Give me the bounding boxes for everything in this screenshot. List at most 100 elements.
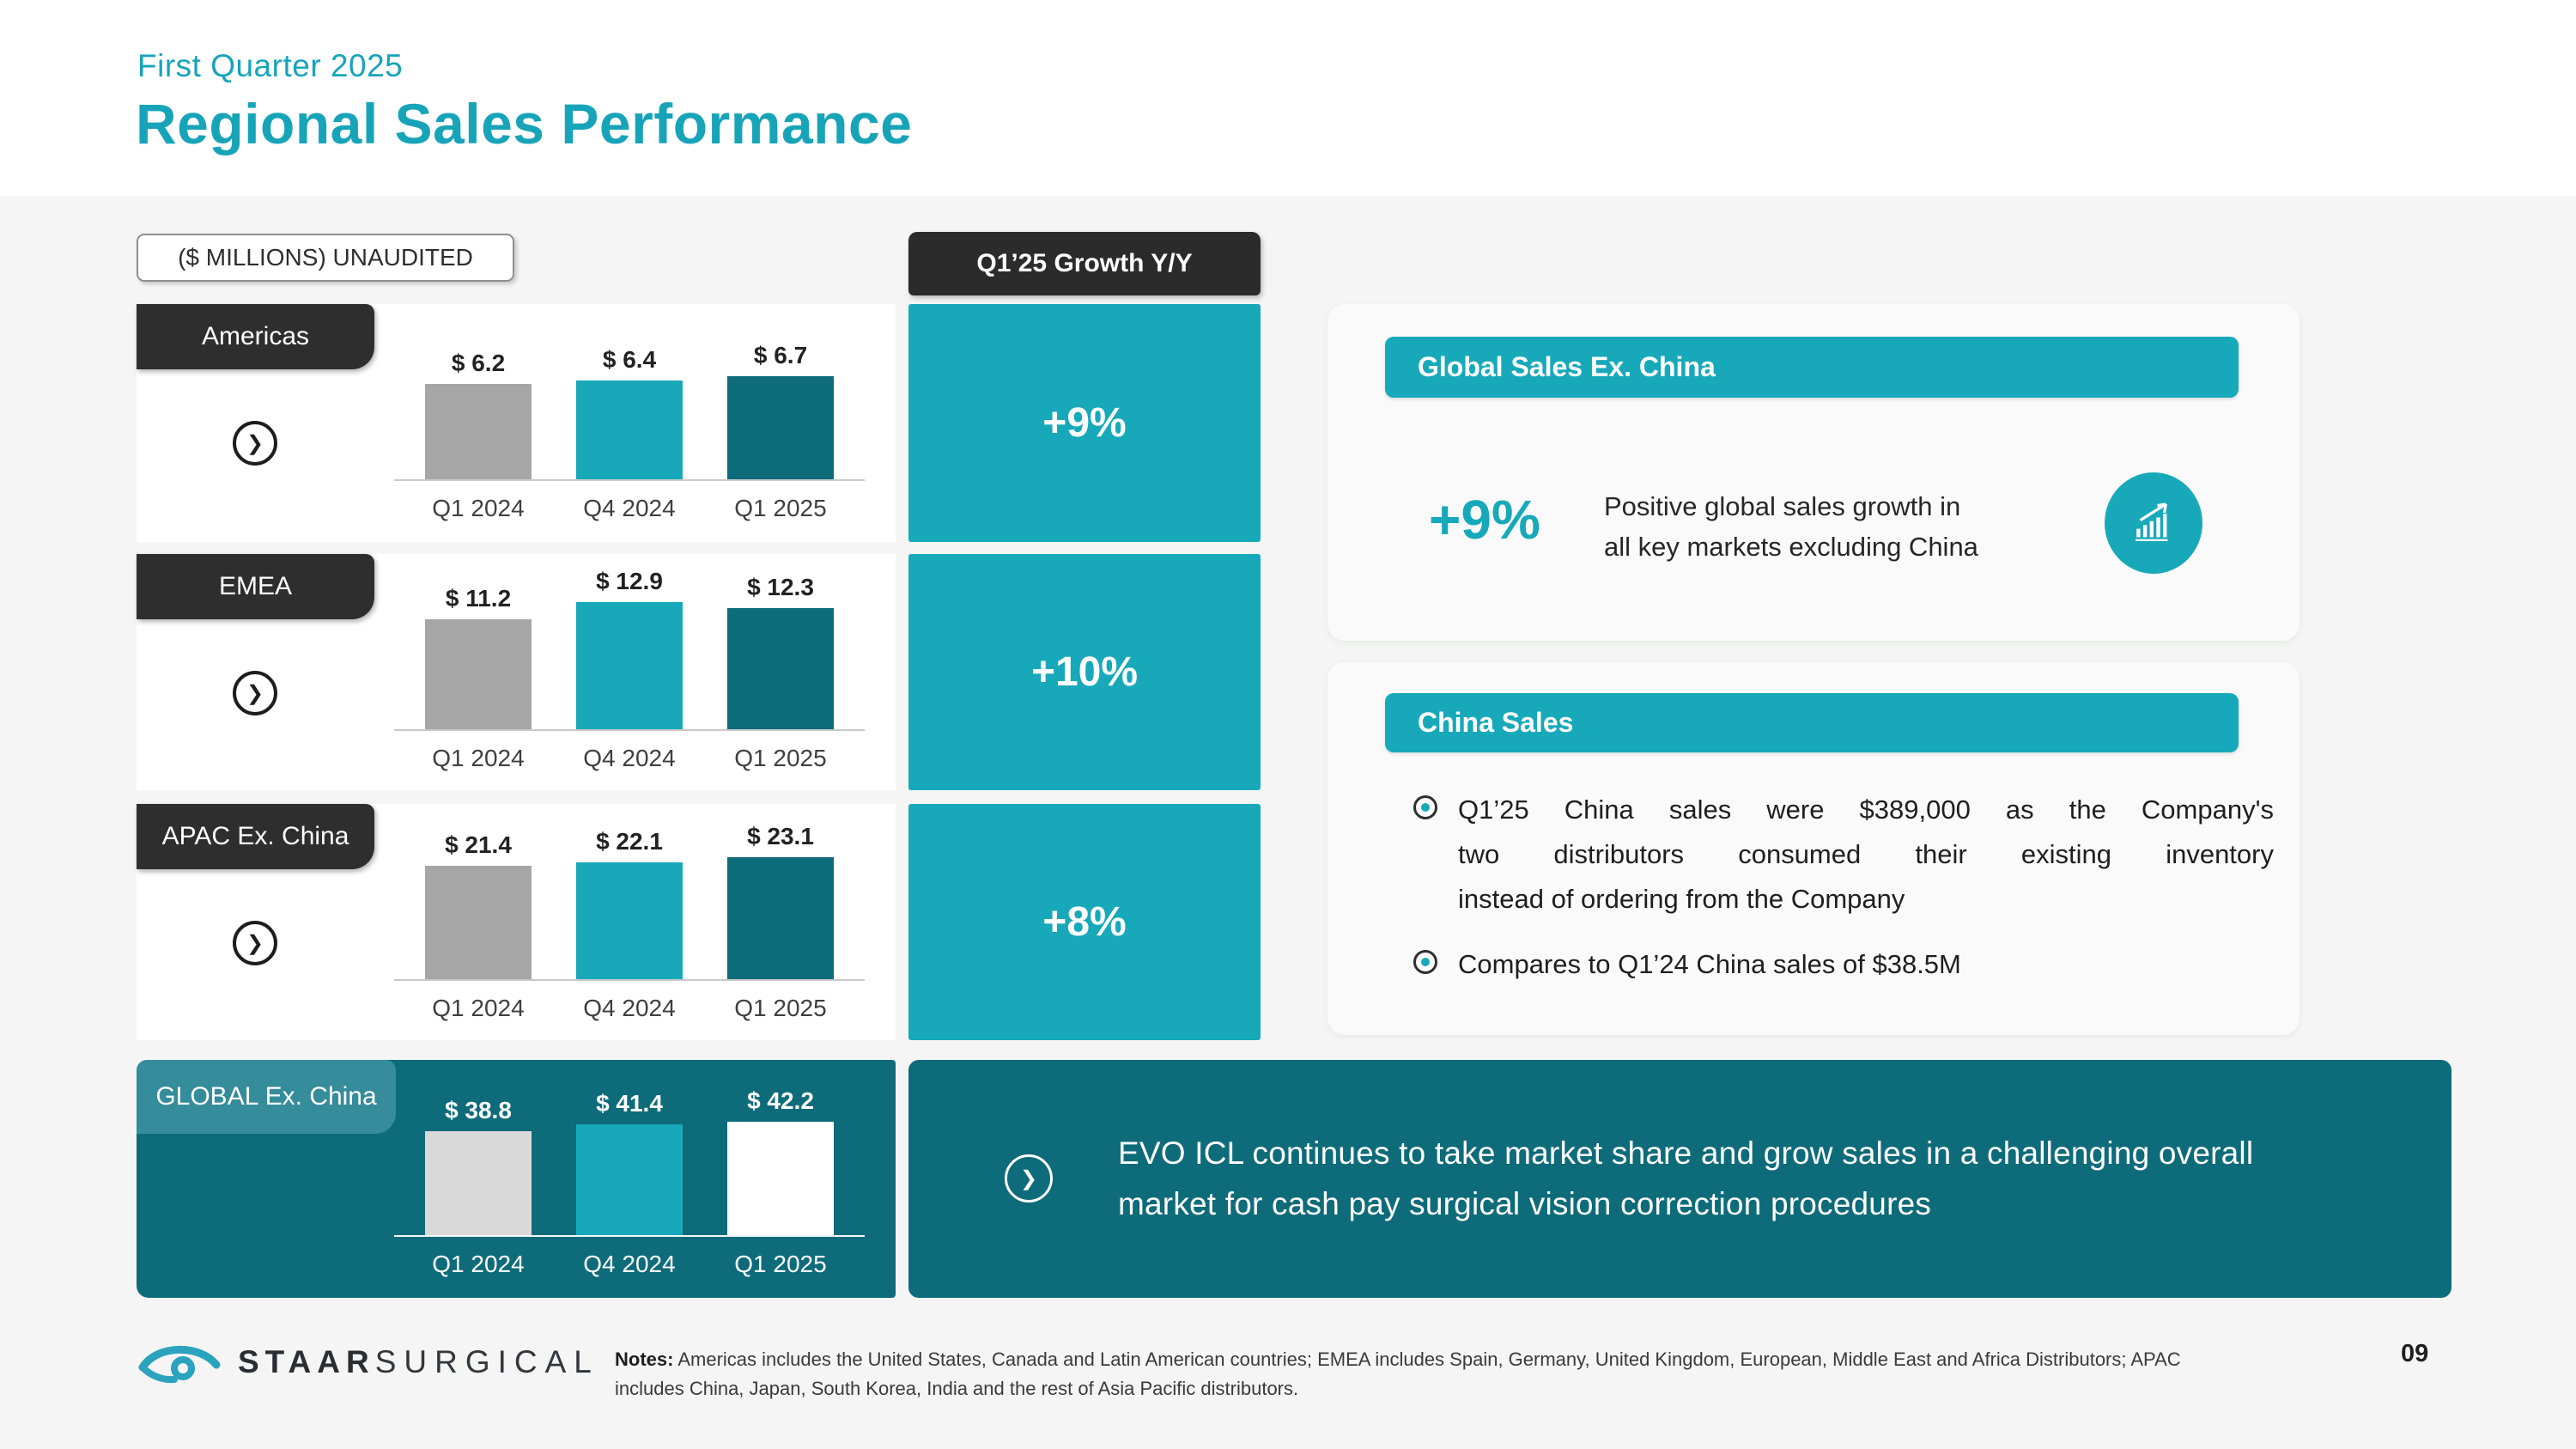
china-sales-bullet-2-text: Compares to Q1’24 China sales of $38.5M <box>1458 949 1961 979</box>
region-tag-global-ex-china: GLOBAL Ex. China <box>137 1060 396 1134</box>
global-sales-card: Global Sales Ex. China +9% Positive glob… <box>1327 304 2300 641</box>
category-label: Q1 2024 <box>432 745 525 771</box>
growth-badge-americas: +9% <box>908 304 1261 542</box>
unaudited-label: ($ MILLIONS) UNAUDITED <box>178 244 473 271</box>
global-growth-description: Positive global sales growth in all key … <box>1604 486 1978 567</box>
bar-chart-americas: $ 6.2 $ 6.4 $ 6.7 Q1 2024 Q4 2024 Q1 2025 <box>394 320 865 529</box>
region-tag-americas: Americas <box>137 304 374 369</box>
bar-group: $ 12.3 <box>727 574 834 729</box>
chevron-circle-icon[interactable]: ❯ <box>233 671 277 715</box>
x-axis-line <box>394 729 865 731</box>
logo-text-staar: STAAR <box>238 1344 375 1379</box>
logo-text-surgical: SURGICAL <box>374 1344 599 1379</box>
bar-value-label: $ 11.2 <box>445 585 512 612</box>
bar-global-ex-china-q4-2024 <box>576 1124 683 1235</box>
bar-value-label: $ 12.3 <box>747 574 814 600</box>
bar-apac-ex-china-q1-2025 <box>727 857 834 979</box>
bar-group: $ 6.7 <box>727 342 834 479</box>
bar-value-label: $ 21.4 <box>445 831 512 858</box>
growth-badge-apac-ex-china: +8% <box>908 804 1261 1040</box>
page-title: Regional Sales Performance <box>136 92 913 155</box>
category-label: Q1 2025 <box>734 745 827 771</box>
x-axis-line <box>394 1235 865 1237</box>
bar-apac-ex-china-q1-2024 <box>425 866 532 979</box>
evo-banner-line2: market for cash pay surgical vision corr… <box>1118 1186 1932 1222</box>
chevron-circle-icon[interactable]: ❯ <box>233 921 277 965</box>
x-axis-line <box>394 479 865 481</box>
region-tag-emea: EMEA <box>137 554 374 619</box>
category-label: Q1 2025 <box>734 995 827 1021</box>
bullet-1-line2: two distributors consumed their existing… <box>1458 839 2274 870</box>
bar-group: $ 41.4 <box>576 1090 683 1235</box>
china-sales-bullet-2: Compares to Q1’24 China sales of $38.5M <box>1413 942 1961 987</box>
bar-group: $ 22.1 <box>576 828 683 979</box>
china-sales-bullet-1: Q1’25 China sales were $389,000 as the C… <box>1413 788 2274 922</box>
bar-apac-ex-china-q4-2024 <box>576 862 683 979</box>
bar-group: $ 21.4 <box>425 831 532 979</box>
bar-group: $ 12.9 <box>576 568 683 729</box>
region-tag-apac-ex-china: APAC Ex. China <box>137 804 374 869</box>
china-sales-card: China Sales Q1’25 China sales were $389,… <box>1327 662 2300 1035</box>
category-label: Q1 2024 <box>432 495 525 521</box>
footnotes: Notes: Americas includes the United Stat… <box>615 1345 2251 1403</box>
footnotes-label: Notes: <box>615 1349 674 1370</box>
eye-icon <box>138 1345 221 1384</box>
bullet-dot-icon <box>1413 950 1437 974</box>
region-row-apac-ex-china: APAC Ex. China ❯ $ 21.4 $ 22.1 $ 23.1 Q1 2024… <box>137 804 896 1040</box>
category-label: Q1 2024 <box>432 1251 525 1277</box>
region-row-emea: EMEA ❯ $ 11.2 $ 12.9 $ 12.3 Q1 2024 Q4 2024 Q1 … <box>137 554 896 790</box>
global-growth-stat: +9% <box>1429 489 1540 551</box>
bar-value-label: $ 23.1 <box>747 823 814 849</box>
bar-value-label: $ 41.4 <box>596 1090 663 1117</box>
category-label: Q4 2024 <box>583 995 676 1021</box>
bar-value-label: $ 6.2 <box>451 350 506 376</box>
staar-surgical-logo: STAAR SURGICAL <box>137 1336 599 1388</box>
bar-emea-q4-2024 <box>576 602 683 729</box>
bar-global-ex-china-q1-2024 <box>425 1131 532 1235</box>
bar-group: $ 11.2 <box>425 585 532 729</box>
category-label: Q4 2024 <box>583 495 676 521</box>
bar-value-label: $ 12.9 <box>596 568 663 594</box>
region-row-americas: Americas ❯ $ 6.2 $ 6.4 $ 6.7 Q1 2024 Q4 2024 Q1… <box>137 304 896 542</box>
evo-icl-banner-text: EVO ICL continues to take market share a… <box>1118 1128 2253 1231</box>
growth-badge-emea: +10% <box>908 554 1261 790</box>
bar-value-label: $ 42.2 <box>747 1087 814 1114</box>
bullet-dot-icon <box>1413 795 1437 819</box>
bar-chart-apac-ex-china: $ 21.4 $ 22.1 $ 23.1 Q1 2024 Q4 2024 Q1 2025 <box>394 819 865 1029</box>
chevron-circle-icon[interactable]: ❯ <box>1005 1154 1053 1202</box>
bar-group: $ 6.4 <box>576 346 683 479</box>
bar-chart-emea: $ 11.2 $ 12.9 $ 12.3 Q1 2024 Q4 2024 Q1 2025 <box>394 568 865 779</box>
bar-americas-q1-2024 <box>425 384 532 479</box>
evo-icl-banner: ❯ EVO ICL continues to take market share… <box>908 1060 2451 1298</box>
bar-americas-q4-2024 <box>576 381 683 479</box>
global-sales-card-header: Global Sales Ex. China <box>1385 337 2239 398</box>
china-sales-bullet-1-text: Q1’25 China sales were $389,000 as the C… <box>1458 788 2274 922</box>
bar-value-label: $ 22.1 <box>596 828 663 855</box>
bar-group: $ 23.1 <box>727 823 834 979</box>
bar-chart-global-ex-china: $ 38.8 $ 41.4 $ 42.2 Q1 2024 Q4 2024 Q1 2025 <box>394 1075 865 1285</box>
slide-eyebrow: First Quarter 2025 <box>137 48 404 83</box>
unaudited-badge: ($ MILLIONS) UNAUDITED <box>137 234 514 282</box>
category-label: Q1 2024 <box>432 995 525 1021</box>
page-number: 09 <box>2401 1340 2429 1367</box>
category-label: Q4 2024 <box>583 745 676 771</box>
bar-value-label: $ 6.4 <box>602 346 657 373</box>
bar-emea-q1-2024 <box>425 619 532 729</box>
bullet-1-line1: Q1’25 China sales were $389,000 as the C… <box>1458 795 2274 825</box>
chevron-circle-icon[interactable]: ❯ <box>233 421 277 466</box>
bar-group: $ 38.8 <box>425 1097 532 1235</box>
bullet-1-line3: instead of ordering from the Company <box>1458 884 1905 915</box>
evo-banner-line1: EVO ICL continues to take market share a… <box>1118 1135 2254 1171</box>
x-axis-line <box>394 979 865 981</box>
global-growth-description-line1: Positive global sales growth in <box>1604 491 1961 521</box>
global-growth-description-line2: all key markets excluding China <box>1604 532 1978 563</box>
category-label: Q4 2024 <box>583 1251 676 1277</box>
bar-group: $ 42.2 <box>727 1087 834 1235</box>
bar-value-label: $ 6.7 <box>753 342 808 368</box>
bar-value-label: $ 38.8 <box>445 1097 512 1123</box>
growth-column-header: Q1’25 Growth Y/Y <box>908 232 1261 295</box>
bar-americas-q1-2025 <box>727 376 834 479</box>
bar-global-ex-china-q1-2025 <box>727 1122 834 1235</box>
bar-emea-q1-2025 <box>727 608 834 729</box>
bar-group: $ 6.2 <box>425 350 532 479</box>
